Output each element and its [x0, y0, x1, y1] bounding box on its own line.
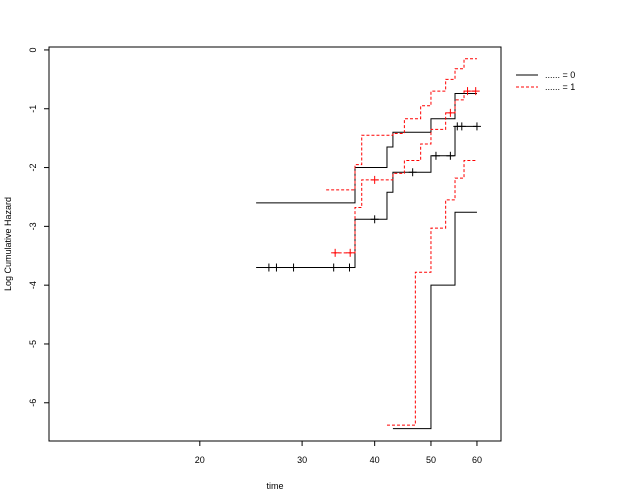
series-1-censor-mark [446, 108, 455, 117]
series-0-censor-mark [370, 215, 379, 224]
series-0-estimate-line [256, 125, 477, 269]
x-axis-title: time [266, 481, 283, 491]
series-0-upper-line [256, 92, 477, 204]
legend-label-1: ...... = 1 [545, 82, 575, 92]
x-tick-label: 50 [426, 455, 436, 465]
x-tick-label: 40 [370, 455, 380, 465]
series-0-censor-mark [457, 122, 466, 131]
y-axis-title: Log Cumulative Hazard [3, 197, 13, 291]
series-1-censor-mark [331, 248, 340, 257]
plot-frame [48, 46, 502, 442]
x-tick-label: 60 [472, 455, 482, 465]
series-1-lower-line [386, 160, 477, 426]
series-0-censor-mark [408, 168, 417, 177]
series-0-censor-mark [289, 263, 298, 272]
y-tick-label: -3 [28, 222, 38, 230]
series-0-lower-line [392, 211, 477, 430]
series-1-censor-mark [346, 248, 355, 257]
series-1-censor-mark [471, 87, 480, 96]
series-0-censor-mark [472, 122, 481, 131]
legend: ...... = 0 ...... = 1 [516, 70, 575, 92]
series-0-censor-mark [345, 263, 354, 272]
series-0-censor-mark [431, 151, 440, 160]
series-1-estimate-line [333, 90, 477, 254]
series-0-censor-mark [446, 151, 455, 160]
legend-label-0: ...... = 0 [545, 70, 575, 80]
series-0-censor-mark [329, 263, 338, 272]
y-tick-label: 0 [28, 47, 38, 52]
y-tick-label: -6 [28, 399, 38, 407]
series-1-upper-line [326, 58, 477, 191]
series-0-censor-mark [264, 263, 273, 272]
y-tick-label: -4 [28, 281, 38, 289]
x-tick-label: 20 [195, 455, 205, 465]
series-layer [256, 58, 481, 430]
y-tick-label: -2 [28, 164, 38, 172]
y-axis: 0 -1 -2 -3 -4 -5 -6 [28, 47, 49, 407]
y-tick-label: -1 [28, 105, 38, 113]
series-1-censor-mark [463, 87, 472, 96]
x-tick-label: 30 [297, 455, 307, 465]
x-axis: 20 30 40 50 60 [195, 441, 482, 465]
y-tick-label: -5 [28, 340, 38, 348]
series-1-censor-mark [370, 175, 379, 184]
series-0-censor-mark [272, 263, 281, 272]
